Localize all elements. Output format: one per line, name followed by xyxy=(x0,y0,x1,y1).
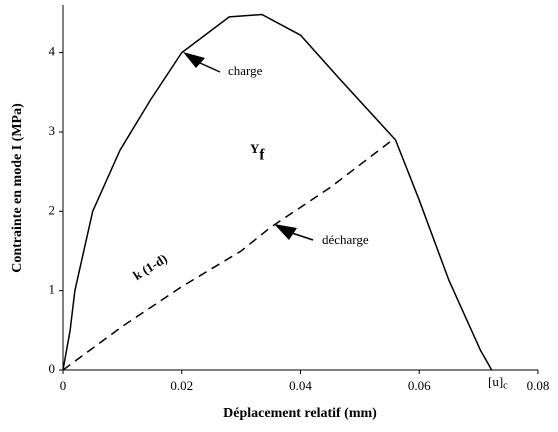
annotation-text: k (1-d) xyxy=(130,251,169,283)
series-line xyxy=(62,139,393,371)
y-tick-label: 0 xyxy=(49,361,56,376)
series-label: charge xyxy=(228,63,263,78)
x-tick-label: 0 xyxy=(60,378,67,393)
x-tick-label: 0.02 xyxy=(170,378,193,393)
y-tick-label: 3 xyxy=(49,123,56,138)
x-tick-label: 0.06 xyxy=(408,378,431,393)
annotation: k (1-d) xyxy=(130,251,169,283)
y-tick-label: 2 xyxy=(49,202,56,217)
arrow-head xyxy=(274,224,297,240)
y-tick-label: 1 xyxy=(49,282,56,297)
annotation-text: [u] xyxy=(488,374,503,389)
annotation-subscript: f xyxy=(259,146,265,163)
annotation: [u]c xyxy=(488,374,508,392)
annotation: Yf xyxy=(250,141,265,163)
arrow-head xyxy=(183,52,205,68)
y-axis-label: Contrainte en mode I (MPa) xyxy=(10,103,25,273)
y-tick-label: 4 xyxy=(49,44,56,59)
x-tick-label: 0.04 xyxy=(289,378,312,393)
x-tick-label: 0.08 xyxy=(527,378,550,393)
arrow xyxy=(291,232,314,241)
annotation-text: Y xyxy=(250,141,260,156)
arrow xyxy=(199,62,221,73)
x-axis-label: Déplacement relatif (mm) xyxy=(223,406,377,421)
series-label: décharge xyxy=(322,232,369,247)
series-line xyxy=(62,13,493,371)
annotation-subscript: c xyxy=(503,381,508,392)
